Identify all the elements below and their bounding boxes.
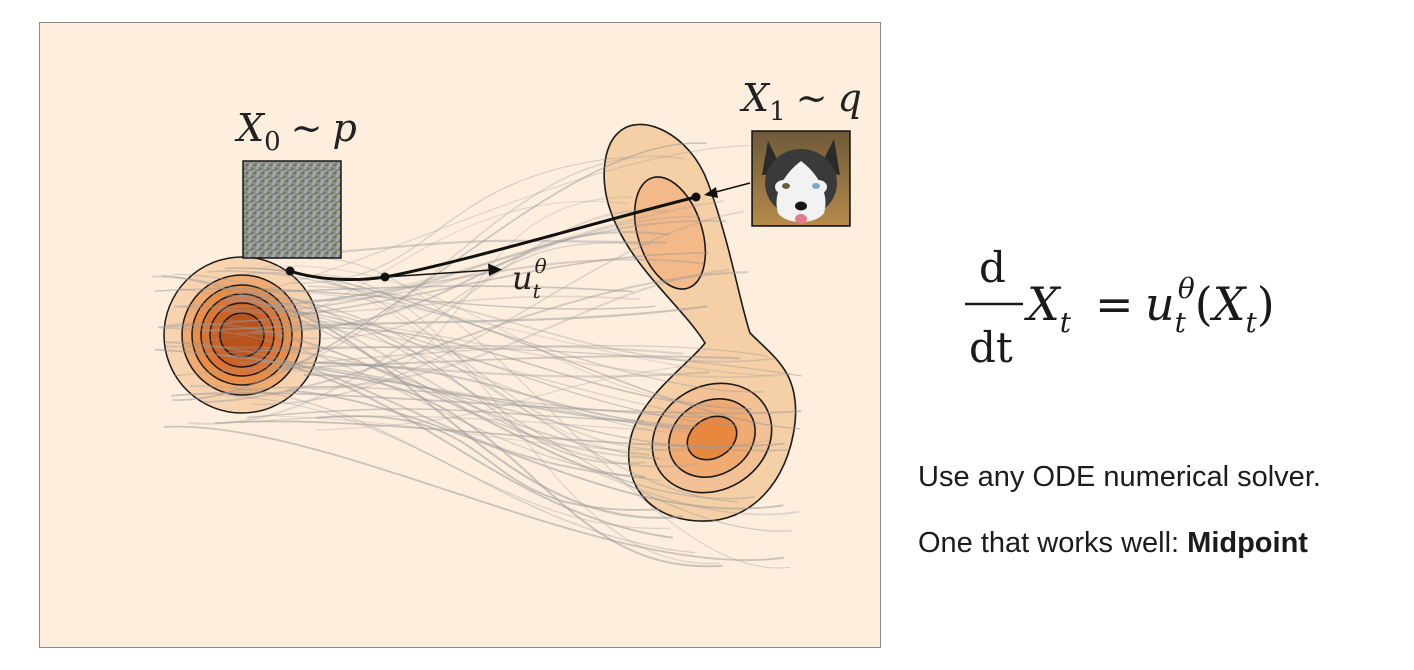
midpoint-caption: One that works well: Midpoint [918,527,1308,560]
trajectory-line [220,219,727,312]
trajectory-line [267,288,772,377]
trajectory-line [307,285,776,363]
trajectory-line [239,415,657,432]
trajectory-line [197,200,629,342]
trajectory-line [173,258,704,309]
trajectory-line [189,385,696,554]
trajectory-line [314,274,721,564]
trajectory-line [224,299,683,519]
trajectory-line [261,265,730,406]
trajectory-line [264,199,724,308]
trajectory-line [154,288,656,310]
target-density-contours [603,123,797,522]
trajectory-line [318,366,790,452]
equation-equals: = [1095,277,1134,331]
sample-trajectories [152,142,803,569]
velocity-field-label: utθ [512,254,547,303]
trajectory-line [221,354,674,539]
equation-rhs: utθ(Xt) [1145,272,1275,339]
trajectory-line [308,258,790,569]
trajectory-line [164,425,784,562]
trajectory-line [311,196,633,390]
trajectory-line [172,142,708,401]
trajectory-line [201,305,708,332]
trajectory-line [161,274,755,500]
trajectory-line [214,420,785,448]
trajectory-line [316,365,688,431]
trajectory-line [165,341,646,479]
trajectory-line [224,319,667,433]
equation-numerator: d [979,243,1006,292]
trajectory-line [225,294,739,427]
trajectory-line [252,210,745,406]
velocity-arrow [384,263,502,278]
trajectory-end-point [691,192,701,202]
trajectory-line [238,285,634,295]
trajectory-line [316,415,662,511]
image-to-point-arrow [704,182,751,198]
ode-equation: d dt Xt = utθ(Xt) [965,243,1275,372]
trajectory-line [257,320,792,379]
trajectory-line [304,374,723,568]
trajectory-line [161,327,661,482]
trajectory-line [235,331,799,516]
trajectory-line [158,252,709,328]
trajectory-line [252,230,670,334]
midpoint-caption-prefix: One that works well: [918,527,1188,559]
solver-caption: Use any ODE numerical solver. [918,461,1321,493]
trajectory-line [282,215,701,302]
trajectory-line [215,394,671,529]
trajectory-line [239,361,710,378]
trajectory-start-point [285,266,295,276]
trajectory-line [246,408,644,422]
trajectory-line [237,386,704,419]
noise-image [242,160,342,259]
trajectory-line [312,239,667,256]
trajectory-line [203,271,749,404]
equation-lhs: Xt [1024,277,1072,339]
midpoint-method-name: Midpoint [1187,527,1308,559]
trajectory-line [209,295,641,314]
target-distribution-label: X1 ∼ q [739,76,862,127]
trajectory-line [174,344,768,377]
trajectory-line [181,144,750,307]
trajectory-line [287,268,729,390]
trajectory-line [165,344,684,355]
trajectory-line [286,389,784,510]
trajectory-line [289,326,753,410]
trajectory-line [227,346,803,377]
trajectory-line [164,323,660,460]
target-upper-mode-contour [633,176,707,290]
source-distribution-label: X0 ∼ p [234,106,357,157]
trajectory-line [273,309,646,465]
trajectory-line [277,415,770,451]
trajectory-line [178,288,736,424]
flow-diagram-canvas: X0 ∼ p X1 ∼ q utθ [152,76,862,569]
highlighted-trajectory [285,192,701,282]
equation-denominator: dt [969,323,1013,372]
trajectory-line [207,270,764,393]
trajectory-line [188,209,667,425]
trajectory-line [233,295,738,503]
flow-matching-figure: X0 ∼ p X1 ∼ q utθ [39,22,881,648]
trajectory-line [249,155,685,373]
husky-dog-photo [751,130,851,227]
trajectory-line [300,242,651,339]
